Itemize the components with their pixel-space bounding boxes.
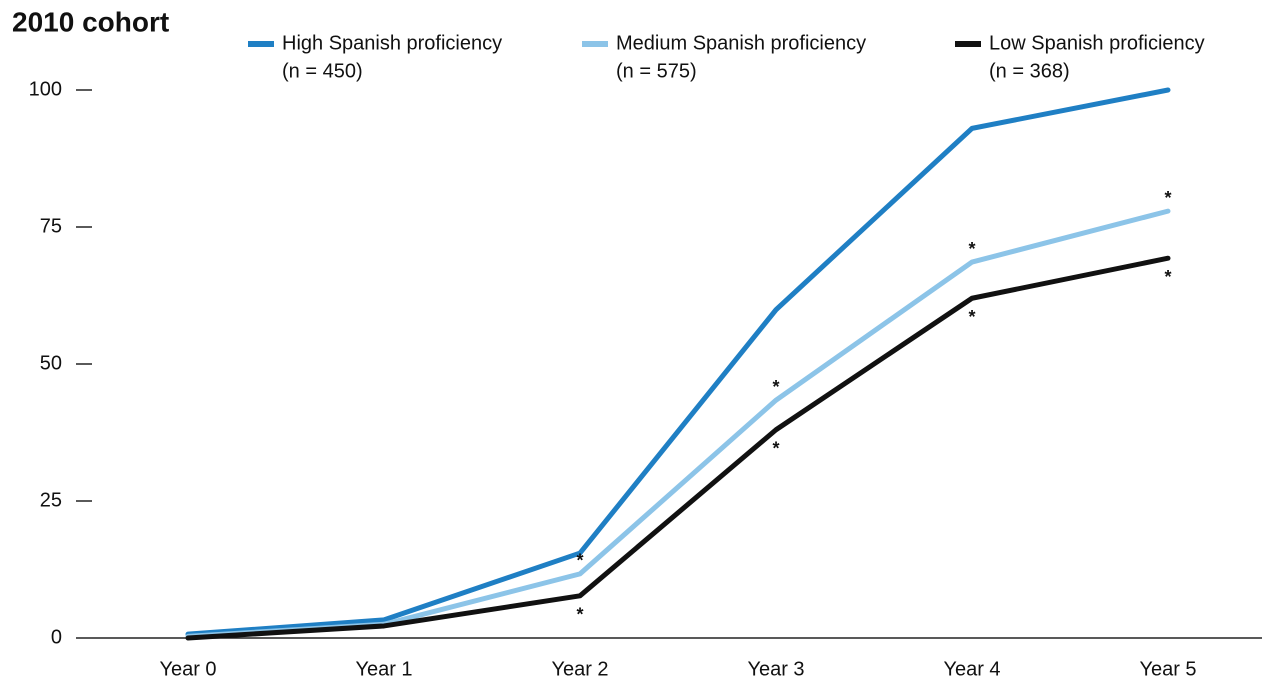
x-tick-label: Year 2 <box>551 658 608 680</box>
x-tick-label: Year 3 <box>747 658 804 680</box>
x-tick-label: Year 5 <box>1139 658 1196 680</box>
series-line <box>185 87 1171 637</box>
y-tick-label: 0 <box>51 626 62 648</box>
y-tick-label: 50 <box>40 352 62 374</box>
series-line <box>185 208 1171 639</box>
legend-sample: (n = 450) <box>282 60 363 82</box>
significance-marker: * <box>772 377 779 397</box>
significance-marker: * <box>772 439 779 459</box>
legend-label: High Spanish proficiency <box>282 32 502 54</box>
significance-marker: * <box>968 239 975 259</box>
legend-sample: (n = 368) <box>989 60 1070 82</box>
legend-sample: (n = 575) <box>616 60 697 82</box>
significance-marker: * <box>576 605 583 625</box>
legend-label: Medium Spanish proficiency <box>616 32 866 54</box>
significance-marker: * <box>1164 188 1171 208</box>
legend-label: Low Spanish proficiency <box>989 32 1205 54</box>
x-tick-label: Year 1 <box>355 658 412 680</box>
y-tick-label: 100 <box>29 78 62 100</box>
y-tick-label: 75 <box>40 215 62 237</box>
y-tick-label: 25 <box>40 489 62 511</box>
significance-marker: * <box>1164 267 1171 287</box>
significance-marker: * <box>576 551 583 571</box>
series-line <box>185 255 1171 641</box>
chart-title: 2010 cohort <box>12 6 169 37</box>
x-tick-label: Year 0 <box>159 658 216 680</box>
x-tick-label: Year 4 <box>943 658 1000 680</box>
significance-marker: * <box>968 307 975 327</box>
